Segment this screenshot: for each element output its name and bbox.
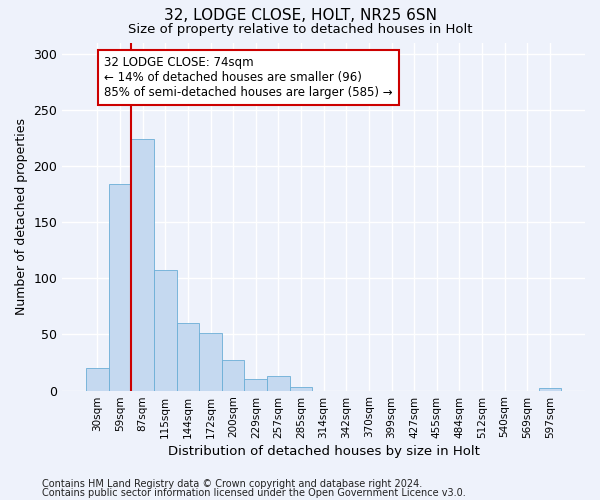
Bar [176,323,199,390]
Bar [222,360,244,390]
Bar [199,334,222,390]
Bar [131,139,154,390]
Bar [244,380,267,390]
Text: Contains HM Land Registry data © Crown copyright and database right 2024.: Contains HM Land Registry data © Crown c… [42,479,422,489]
Text: 32 LODGE CLOSE: 74sqm
← 14% of detached houses are smaller (96)
85% of semi-deta: 32 LODGE CLOSE: 74sqm ← 14% of detached … [104,56,393,99]
Bar [154,270,176,390]
Text: Contains public sector information licensed under the Open Government Licence v3: Contains public sector information licen… [42,488,466,498]
X-axis label: Distribution of detached houses by size in Holt: Distribution of detached houses by size … [168,444,479,458]
Text: 32, LODGE CLOSE, HOLT, NR25 6SN: 32, LODGE CLOSE, HOLT, NR25 6SN [163,8,437,22]
Bar [109,184,131,390]
Bar [86,368,109,390]
Bar [290,387,313,390]
Bar [539,388,561,390]
Y-axis label: Number of detached properties: Number of detached properties [15,118,28,315]
Bar [267,376,290,390]
Text: Size of property relative to detached houses in Holt: Size of property relative to detached ho… [128,22,472,36]
